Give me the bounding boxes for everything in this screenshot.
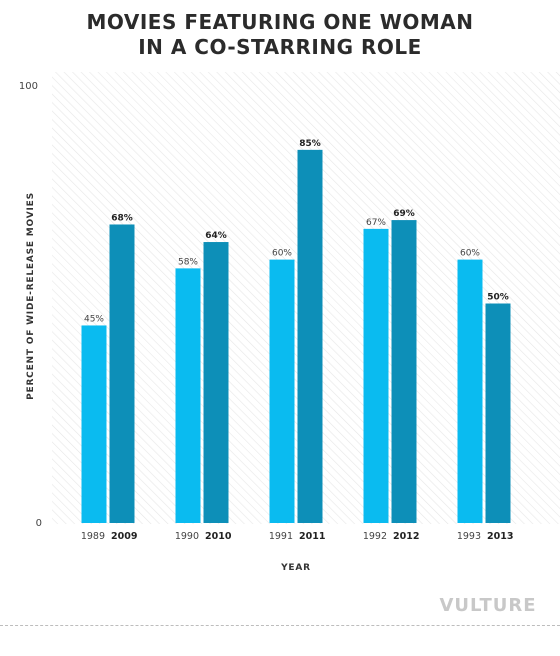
bar-2010 — [203, 242, 229, 524]
x-tick-label-1991: 1991 — [269, 531, 293, 542]
bar-2012 — [391, 220, 417, 523]
footer-divider — [0, 625, 560, 626]
x-axis-title: YEAR — [280, 563, 311, 573]
x-tick-label-2012: 2012 — [393, 531, 419, 542]
bar-1989 — [81, 325, 107, 523]
bar-1990 — [175, 268, 201, 523]
x-tick-label-1992: 1992 — [363, 531, 387, 542]
chart-title-line-1: MOVIES FEATURING ONE WOMAN — [86, 10, 474, 34]
data-label-2010: 64% — [205, 231, 227, 241]
data-label-2011: 85% — [299, 139, 321, 149]
x-tick-label-2010: 2010 — [205, 531, 232, 542]
x-tick-label-1993: 1993 — [457, 531, 481, 542]
y-axis-title: PERCENT OF WIDE-RELEASE MOVIES — [26, 192, 36, 400]
bar-1993 — [457, 259, 483, 523]
data-label-1990: 58% — [178, 257, 198, 267]
x-tick-label-2011: 2011 — [299, 531, 325, 542]
data-label-1989: 45% — [84, 314, 104, 324]
chart-title-line-2: IN A CO-STARRING ROLE — [138, 35, 422, 59]
x-tick-label-2013: 2013 — [487, 531, 513, 542]
x-tick-label-1989: 1989 — [81, 531, 105, 542]
bar-2013 — [485, 303, 511, 523]
x-tick-label-2009: 2009 — [111, 531, 137, 542]
data-label-1991: 60% — [272, 249, 292, 259]
bar-2011 — [297, 149, 323, 523]
y-tick-label-top: 100 — [19, 81, 38, 92]
data-label-2012: 69% — [393, 209, 415, 219]
x-tick-label-1990: 1990 — [175, 531, 199, 542]
vulture-logo: VULTURE — [439, 595, 536, 616]
data-label-1992: 67% — [366, 218, 386, 228]
labels-layer: 45% 68% 1989 2009 58% 64% 1990 2010 60% 85% 1991 20… — [81, 139, 514, 542]
chart-title: MOVIES FEATURING ONE WOMAN IN A CO-STARR… — [0, 10, 560, 60]
y-tick-label-bottom: 0 — [36, 518, 42, 529]
bar-2009 — [109, 224, 135, 524]
bars-layer — [81, 149, 511, 524]
bar-1991 — [269, 259, 295, 523]
data-label-2009: 68% — [111, 213, 133, 223]
data-label-2013: 50% — [487, 293, 509, 303]
bar-1992 — [363, 228, 389, 523]
data-label-1993: 60% — [460, 249, 480, 259]
